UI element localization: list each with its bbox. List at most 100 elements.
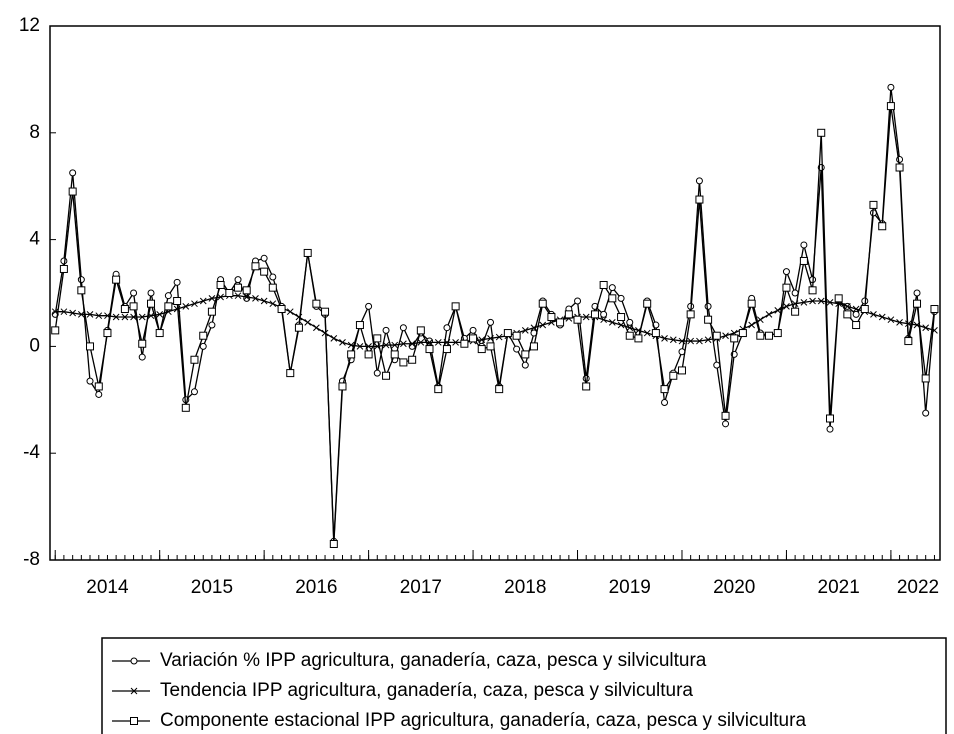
point [94, 382, 103, 391]
point [121, 313, 129, 321]
point [313, 324, 320, 332]
point [660, 385, 669, 394]
point [529, 342, 538, 351]
point [173, 297, 182, 306]
point [469, 326, 477, 334]
point [190, 388, 198, 396]
point [782, 268, 790, 276]
point [886, 102, 895, 111]
point [208, 321, 216, 329]
point [251, 262, 260, 271]
point [129, 302, 138, 311]
point [921, 374, 930, 383]
point [704, 315, 713, 324]
point [242, 286, 251, 295]
point [68, 187, 77, 196]
point [678, 337, 686, 345]
point [722, 420, 730, 428]
point [677, 366, 686, 375]
point [112, 313, 120, 321]
point [130, 289, 138, 297]
point [582, 313, 590, 321]
point [138, 339, 147, 348]
point [382, 341, 390, 349]
point [661, 398, 669, 406]
point [86, 311, 94, 318]
point [339, 339, 346, 346]
point [730, 334, 739, 343]
legend-label: Variación % IPP agricultura, ganadería, … [160, 650, 707, 671]
point [582, 374, 590, 382]
point [669, 336, 677, 344]
point [338, 382, 347, 391]
point [208, 294, 216, 302]
point [808, 286, 817, 295]
point [77, 276, 85, 284]
point [399, 358, 408, 367]
point [269, 300, 277, 308]
point [425, 345, 434, 354]
point [765, 311, 773, 318]
point [355, 321, 364, 330]
point [312, 299, 321, 308]
point [661, 335, 668, 342]
point [434, 339, 442, 346]
x-tick-label: 2020 [713, 577, 755, 598]
point [173, 278, 181, 286]
y-tick-label: 0 [29, 335, 40, 356]
y-tick-label: -8 [23, 549, 40, 570]
point [590, 310, 599, 319]
point [442, 345, 451, 354]
x-tick-label: 2016 [295, 577, 337, 598]
point [303, 248, 312, 257]
point [626, 318, 634, 326]
point [452, 339, 459, 346]
point [138, 353, 146, 361]
point [155, 329, 164, 338]
point [199, 297, 207, 305]
point [487, 335, 494, 342]
legend-label: Componente estacional IPP agricultura, g… [160, 710, 806, 731]
point [329, 539, 338, 548]
point [400, 340, 407, 348]
point [512, 331, 521, 340]
point [834, 294, 843, 303]
point [556, 318, 565, 327]
point [713, 361, 721, 369]
point [164, 292, 172, 300]
point [922, 324, 930, 332]
point [390, 350, 399, 359]
point [521, 361, 529, 369]
point [382, 326, 390, 334]
point [922, 409, 930, 417]
point [243, 293, 251, 301]
point [294, 323, 303, 332]
point [147, 289, 155, 297]
point [904, 337, 913, 346]
point [364, 350, 373, 359]
point [887, 83, 895, 91]
point [216, 280, 225, 289]
point [669, 371, 678, 380]
point [95, 390, 103, 398]
point [234, 276, 242, 284]
x-tick-label: 2017 [400, 577, 442, 598]
point [538, 299, 547, 308]
point [304, 319, 312, 326]
point [704, 302, 712, 310]
point [617, 313, 626, 322]
series-line [55, 295, 935, 348]
series-line [54, 106, 936, 545]
point [469, 334, 478, 343]
point [608, 284, 616, 292]
point [696, 337, 703, 345]
point [695, 177, 703, 185]
point [547, 313, 556, 322]
point [643, 299, 652, 308]
point [747, 299, 756, 308]
point [521, 350, 530, 359]
point [722, 332, 729, 340]
point [791, 289, 799, 297]
point [817, 128, 826, 137]
point [77, 286, 86, 295]
